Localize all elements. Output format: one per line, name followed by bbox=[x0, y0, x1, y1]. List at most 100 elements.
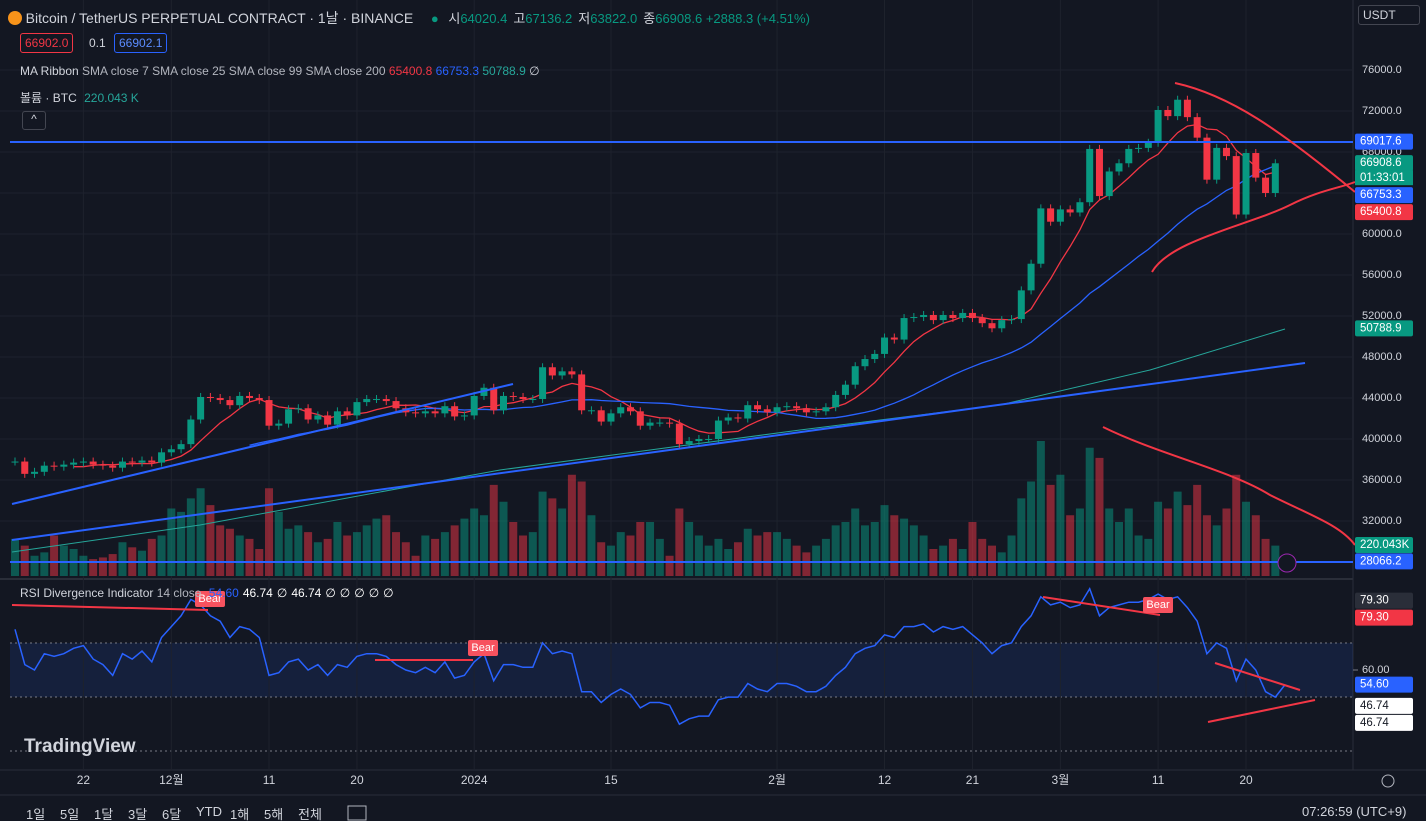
y-tick-label: 36000.0 bbox=[1362, 474, 1402, 486]
volume-bar bbox=[606, 545, 615, 576]
sma-line bbox=[73, 123, 1276, 468]
bear-badge bbox=[195, 591, 225, 607]
range-button[interactable]: 1해 bbox=[230, 807, 250, 821]
candle-body bbox=[382, 399, 390, 402]
range-button[interactable]: 1일 bbox=[26, 807, 46, 821]
collapse-button[interactable]: ^ bbox=[22, 111, 46, 130]
volume-bar bbox=[665, 555, 674, 576]
volume-bar bbox=[1193, 484, 1202, 576]
range-button[interactable]: 3달 bbox=[128, 807, 148, 821]
candle-body bbox=[1154, 109, 1162, 143]
x-tick-label: 3월 bbox=[1052, 773, 1070, 787]
volume-bar bbox=[528, 532, 537, 576]
rsi-value: 46.74 bbox=[242, 586, 273, 600]
volume-bar bbox=[59, 545, 68, 576]
bid[interactable]: 66902.0 bbox=[20, 33, 74, 53]
candle-body bbox=[236, 395, 244, 406]
candle-body bbox=[714, 420, 722, 439]
rsi-value: 46.74 bbox=[291, 586, 322, 600]
candle-body bbox=[871, 353, 879, 360]
volume-bar bbox=[372, 518, 381, 576]
rsi-name: RSI Divergence Indicator bbox=[20, 586, 154, 600]
change: +2888.3 (+4.51%) bbox=[705, 11, 810, 26]
volume-bar bbox=[831, 525, 840, 576]
settings-icon[interactable] bbox=[1381, 774, 1395, 788]
rsi-label: 54.60 bbox=[1360, 679, 1389, 691]
volume-bar bbox=[773, 532, 782, 576]
ma-value: 50788.9 bbox=[482, 64, 526, 78]
volume-bar bbox=[733, 542, 742, 576]
x-tick-label: 21 bbox=[966, 773, 980, 787]
range-button[interactable]: 전체 bbox=[298, 807, 322, 821]
candle-body bbox=[1271, 163, 1279, 193]
volume-bar bbox=[919, 535, 928, 576]
ma-params: SMA close 7 SMA close 25 SMA close 99 SM… bbox=[82, 64, 386, 78]
volume-bar bbox=[743, 528, 752, 576]
rsi-value: ∅ bbox=[325, 586, 336, 600]
x-tick-label: 11 bbox=[1152, 773, 1165, 787]
volume-bar bbox=[40, 552, 49, 576]
price-label-box bbox=[1355, 187, 1413, 204]
ask[interactable]: 66902.1 bbox=[114, 33, 168, 53]
flash-icon[interactable] bbox=[1277, 553, 1297, 573]
volume-bar bbox=[98, 557, 107, 576]
volume-bar bbox=[968, 522, 977, 576]
symbol[interactable]: Bitcoin / TetherUS PERPETUAL CONTRACT · … bbox=[25, 10, 414, 26]
candle-body bbox=[1222, 147, 1230, 157]
volume-bar bbox=[851, 508, 860, 576]
volume-bar bbox=[890, 515, 899, 576]
volume-bar bbox=[499, 501, 508, 576]
candle-body bbox=[568, 371, 576, 375]
candle-body bbox=[40, 465, 48, 472]
candle-body bbox=[70, 462, 78, 465]
calendar-icon[interactable] bbox=[347, 805, 367, 821]
candle-body bbox=[333, 411, 341, 425]
candle-body bbox=[1213, 147, 1221, 180]
volume-bar bbox=[167, 508, 176, 576]
volume-bar bbox=[1046, 484, 1055, 576]
candle-body bbox=[177, 444, 185, 450]
rsi-value: ∅ bbox=[276, 586, 288, 600]
volume-legend: 볼륨 · BTC 220.043 K bbox=[20, 89, 139, 106]
volume-name: 볼륨 · BTC bbox=[20, 91, 77, 105]
volume-bar bbox=[1007, 535, 1016, 576]
volume-bar bbox=[333, 522, 342, 576]
volume-bar bbox=[450, 525, 459, 576]
candle-body bbox=[206, 396, 214, 398]
candle-body bbox=[470, 395, 478, 416]
x-tick-label: 22 bbox=[77, 773, 91, 787]
candle-body bbox=[285, 409, 293, 424]
volume-bar bbox=[880, 505, 889, 576]
volume-bar bbox=[900, 518, 909, 576]
header: Bitcoin / TetherUS PERPETUAL CONTRACT · … bbox=[8, 8, 810, 28]
volume-bar bbox=[245, 538, 254, 576]
candle-body bbox=[1008, 319, 1016, 321]
rsi-legend: RSI Divergence Indicator 14 close 54.60 4… bbox=[20, 586, 394, 600]
volume-bar bbox=[313, 542, 322, 576]
range-button[interactable]: 5해 bbox=[264, 807, 284, 821]
candle-body bbox=[353, 402, 361, 416]
volume-bar bbox=[753, 535, 762, 576]
ohlc-value: 67136.2 bbox=[525, 11, 573, 26]
range-button[interactable]: 5일 bbox=[60, 807, 80, 821]
candle-body bbox=[1017, 290, 1025, 320]
candle-body bbox=[1037, 208, 1045, 264]
range-button[interactable]: YTD bbox=[196, 804, 222, 819]
range-button[interactable]: 1달 bbox=[94, 807, 114, 821]
candle-body bbox=[890, 337, 898, 340]
volume-bar bbox=[470, 508, 479, 576]
ma-value: 66753.3 bbox=[435, 64, 480, 78]
currency[interactable]: USDT bbox=[1358, 5, 1420, 25]
range-button[interactable]: 6달 bbox=[162, 807, 182, 821]
volume-bar bbox=[1222, 508, 1231, 576]
volume-bar bbox=[352, 532, 361, 576]
divergence-line bbox=[1207, 699, 1316, 723]
candle-body bbox=[773, 407, 781, 413]
candle-body bbox=[255, 397, 263, 401]
volume-bar bbox=[1173, 491, 1182, 576]
candle-body bbox=[1135, 147, 1143, 149]
volume-bar bbox=[323, 538, 332, 576]
ohlc-value: 63822.0 bbox=[590, 11, 638, 26]
candle-body bbox=[929, 314, 937, 321]
candle-body bbox=[11, 461, 19, 463]
